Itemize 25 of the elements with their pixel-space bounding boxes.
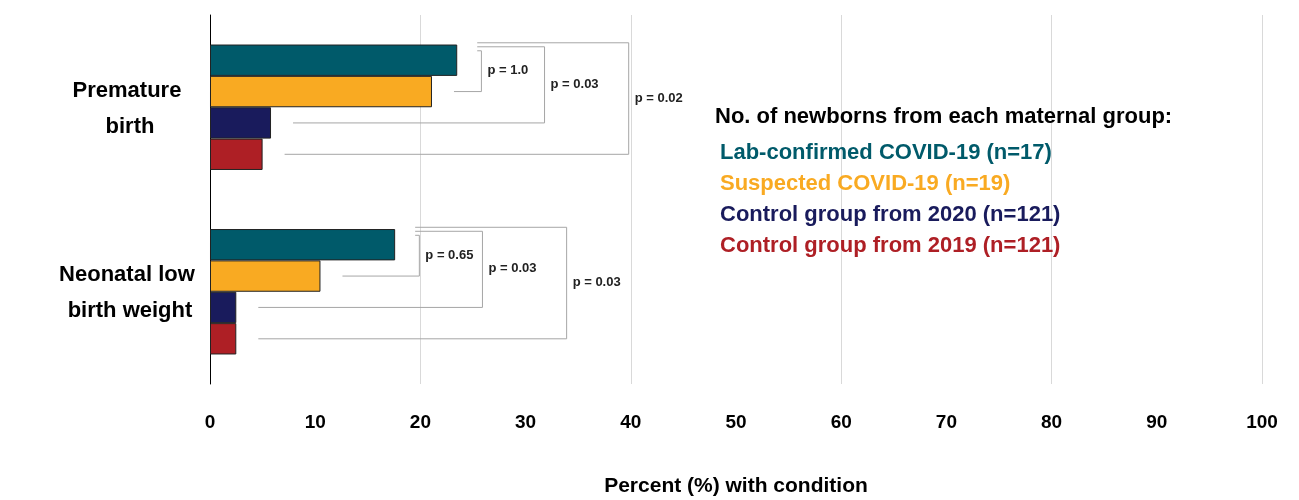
- x-tick-label: 70: [935, 411, 957, 432]
- annotation: p = 0.65: [425, 246, 474, 262]
- legend-title: No. of newborns from each maternal group:: [715, 102, 1173, 128]
- x-axis-title: Percent (%) with condition: [604, 473, 868, 496]
- y-tick-label: Neonatal low birth weight: [59, 261, 201, 323]
- text: Suspected COVID-19 (n=19): [720, 169, 1011, 195]
- x-tick-label: 10: [304, 411, 326, 432]
- text: Control group from 2019 (n=121): [720, 231, 1061, 257]
- x-tick-label: 100: [1246, 411, 1278, 432]
- text: Lab-confirmed COVID-19 (n=17): [720, 138, 1052, 164]
- x-tick-label: 40: [620, 411, 642, 432]
- annotation: p = 0.03: [488, 260, 537, 276]
- x-tick-label: 30: [515, 411, 537, 432]
- x-tick-label: 90: [1146, 411, 1168, 432]
- x-tick-label: 80: [1041, 411, 1063, 432]
- annotation: p = 0.02: [634, 89, 683, 105]
- annotation: p = 1.0: [487, 62, 529, 78]
- annotation: p = 0.03: [550, 75, 599, 91]
- x-tick-label: 60: [830, 411, 852, 432]
- annotation: p = 0.03: [572, 274, 621, 290]
- x-tick-label: 0: [204, 411, 216, 432]
- x-tick-label: 20: [409, 411, 431, 432]
- text: Control group from 2020 (n=121): [720, 200, 1061, 226]
- y-tick-label: Premature birth: [72, 76, 188, 138]
- x-tick-label: 50: [725, 411, 747, 432]
